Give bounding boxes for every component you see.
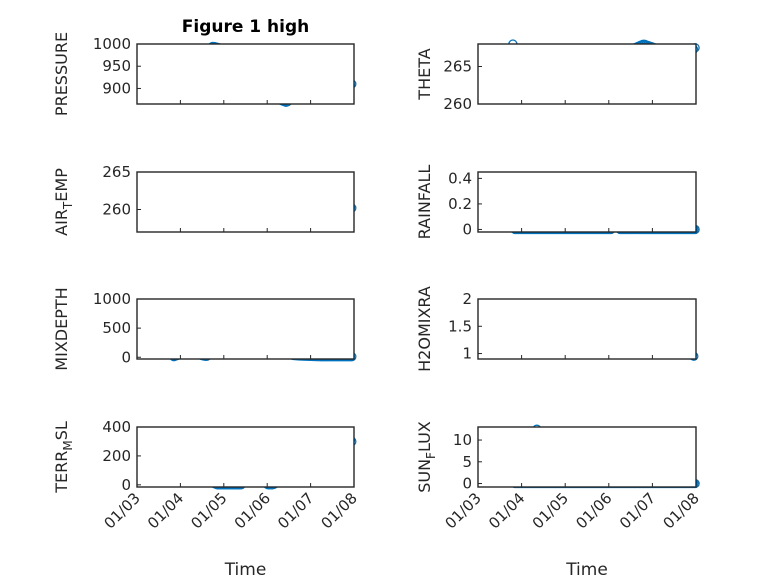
y-tick-label: 950	[102, 57, 131, 75]
x-tick-label: 01/06	[231, 489, 274, 532]
y-tick-label: 200	[102, 447, 131, 465]
y-tick-label: 1.5	[448, 317, 472, 335]
y-tick-label: 400	[102, 418, 131, 436]
subplot-1: 900 950 1000 PRESSURE Figure 1 high	[52, 17, 357, 116]
y-axis-label: MIXDEPTH	[52, 287, 71, 370]
y-tick-label: 265	[443, 58, 472, 76]
y-axis-label: AIRTEMP	[52, 168, 75, 236]
x-axis-label: Time	[224, 560, 267, 580]
subplot-5: 0 500 1000 MIXDEPTH	[52, 287, 357, 371]
subplot-6: 1 1.5 2 H2OMIXRA	[415, 286, 699, 372]
y-tick-label: 2	[462, 290, 472, 308]
y-tick-label: 500	[102, 319, 131, 337]
y-tick-label: 0	[462, 475, 472, 493]
axes-box	[136, 298, 355, 360]
y-tick-label: 0.2	[448, 195, 472, 213]
y-tick-label: 0	[462, 220, 472, 238]
axes-box	[477, 43, 697, 105]
y-axis-label: PRESSURE	[52, 32, 71, 116]
y-tick-label: 0	[121, 476, 131, 494]
y-tick-label: 5	[462, 453, 472, 471]
y-tick-label: 260	[102, 201, 131, 219]
axes-box	[477, 298, 697, 360]
axes-box	[136, 43, 355, 105]
axes-box	[477, 171, 697, 233]
x-tick-label: 01/08	[660, 489, 703, 532]
x-tick-label: 01/03	[442, 489, 485, 532]
axes-box	[136, 426, 355, 488]
y-tick-label: 265	[102, 163, 131, 181]
subplot-8: 0 5 10 01/03 01/04 01/05 01/06 01/07 01/08 SUNFLU…	[415, 421, 703, 580]
y-axis-label: SUNFLUX	[415, 421, 438, 493]
x-tick-label: 01/07	[274, 489, 317, 532]
x-tick-label: 01/05	[529, 489, 572, 532]
y-axis-label: H2OMIXRA	[415, 286, 434, 372]
subplot-7: 0 200 400 01/03 01/04 01/05 01/06 01/07 01/08 TER…	[52, 418, 361, 580]
x-tick-label: 01/04	[485, 489, 528, 532]
axes-box	[136, 171, 355, 233]
y-axis-label: RAINFALL	[415, 165, 434, 240]
subplot-2: 260 265 THETA	[415, 39, 700, 113]
subplot-4: 0 0.2 0.4 RAINFALL	[415, 165, 700, 240]
y-axis-label: THETA	[415, 48, 434, 100]
y-tick-label: 1000	[93, 290, 131, 308]
x-tick-label: 01/05	[187, 489, 230, 532]
x-tick-label: 01/06	[572, 489, 615, 532]
y-tick-label: 1000	[93, 35, 131, 53]
x-tick-label: 01/04	[144, 489, 187, 532]
x-axis-label: Time	[565, 560, 608, 580]
y-axis-label: TERRMSL	[52, 421, 75, 494]
x-tick-label: 01/07	[616, 489, 659, 532]
axes-box	[477, 426, 697, 488]
y-tick-label: 260	[443, 95, 472, 113]
y-tick-label: 0.4	[448, 169, 472, 187]
y-tick-label: 1	[462, 345, 472, 363]
chart-title: Figure 1 high	[182, 17, 310, 37]
y-tick-label: 0	[121, 348, 131, 366]
subplot-3: 260 265 AIRTEMP	[52, 163, 357, 236]
y-tick-label: 900	[102, 79, 131, 97]
x-tick-label: 01/08	[318, 489, 361, 532]
y-tick-label: 10	[453, 431, 472, 449]
x-tick-label: 01/03	[101, 489, 144, 532]
